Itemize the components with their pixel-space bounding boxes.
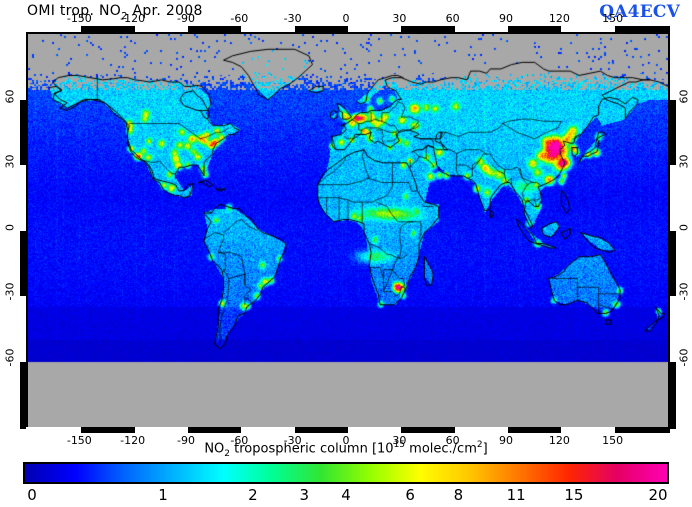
x-tick-bottom--30: -30 <box>283 434 302 447</box>
x-tick-bottom-60: 60 <box>445 434 460 447</box>
figure-title: OMI trop. NO2 Apr. 2008 <box>27 3 203 22</box>
x-tick-top-120: 120 <box>548 12 570 25</box>
colorbar-tick-4: 4 <box>341 486 351 504</box>
x-tick-bottom-120: 120 <box>548 434 570 447</box>
colorbar-tick-2: 2 <box>248 486 258 504</box>
x-tick-bottom-0: 0 <box>342 434 350 447</box>
cb-label-sub: 2 <box>224 448 231 459</box>
x-tick-top--60: -60 <box>230 12 249 25</box>
y-tick-left-0: 0 <box>3 223 17 231</box>
x-tick-top--30: -30 <box>283 12 302 25</box>
cb-label-sup2: 2 <box>476 440 483 450</box>
cb-label-mid: tropospheric column [10 <box>230 441 394 457</box>
x-tick-top--150: -150 <box>66 12 92 25</box>
map-plot-area <box>26 32 670 429</box>
no2-map-canvas <box>28 34 668 427</box>
y-tick-right-0: 0 <box>677 223 691 231</box>
qa4ecv-logo: QA4ECV <box>599 2 680 22</box>
x-tick-top--90: -90 <box>177 12 195 25</box>
y-tick-right-60: 60 <box>677 89 691 103</box>
x-tick-top-60: 60 <box>445 12 460 25</box>
y-tick-left-30: 30 <box>3 154 17 169</box>
x-tick-bottom--90: -90 <box>177 434 195 447</box>
colorbar-tick-20: 20 <box>648 486 668 504</box>
x-tick-bottom--60: -60 <box>230 434 249 447</box>
top-axis-rail <box>26 26 670 32</box>
cb-label-suffix: molec./cm <box>405 441 477 457</box>
y-tick-right-30: 30 <box>677 154 691 169</box>
x-tick-bottom-90: 90 <box>499 434 513 447</box>
x-tick-bottom-30: 30 <box>392 434 407 447</box>
x-tick-top-150: 150 <box>602 12 624 25</box>
y-tick-left--60: -60 <box>3 348 17 366</box>
colorbar-tick-15: 15 <box>564 486 584 504</box>
bottom-axis-rail <box>26 427 670 433</box>
x-tick-top-0: 0 <box>342 12 350 25</box>
x-tick-bottom-150: 150 <box>602 434 624 447</box>
y-tick-right--30: -30 <box>677 282 691 301</box>
cb-label-prefix: NO <box>204 441 225 457</box>
y-tick-left-60: 60 <box>3 89 17 103</box>
colorbar-tick-11: 11 <box>506 486 526 504</box>
title-suffix: Apr. 2008 <box>127 3 203 19</box>
x-tick-bottom--150: -150 <box>66 434 92 447</box>
y-tick-left--30: -30 <box>3 282 17 301</box>
colorbar-tick-1: 1 <box>158 486 168 504</box>
x-tick-top-90: 90 <box>499 12 513 25</box>
colorbar-axis-label: NO2 tropospheric column [1015 molec./cm2… <box>0 440 692 459</box>
left-axis-rail <box>20 32 26 429</box>
x-tick-top-30: 30 <box>392 12 407 25</box>
title-subscript: 2 <box>121 10 128 22</box>
colorbar-tick-0: 0 <box>27 486 37 504</box>
cb-label-close: ] <box>482 441 488 457</box>
colorbar-gradient <box>25 464 667 482</box>
x-tick-bottom--120: -120 <box>120 434 146 447</box>
right-axis-rail <box>670 32 676 429</box>
x-tick-top--120: -120 <box>120 12 146 25</box>
y-tick-right--60: -60 <box>677 348 691 366</box>
colorbar-tick-3: 3 <box>299 486 310 504</box>
cb-label-sup: 15 <box>393 440 406 450</box>
colorbar-tick-8: 8 <box>453 486 464 504</box>
title-prefix: OMI trop. NO <box>27 3 122 19</box>
colorbar <box>23 462 669 484</box>
colorbar-tick-6: 6 <box>405 486 415 504</box>
